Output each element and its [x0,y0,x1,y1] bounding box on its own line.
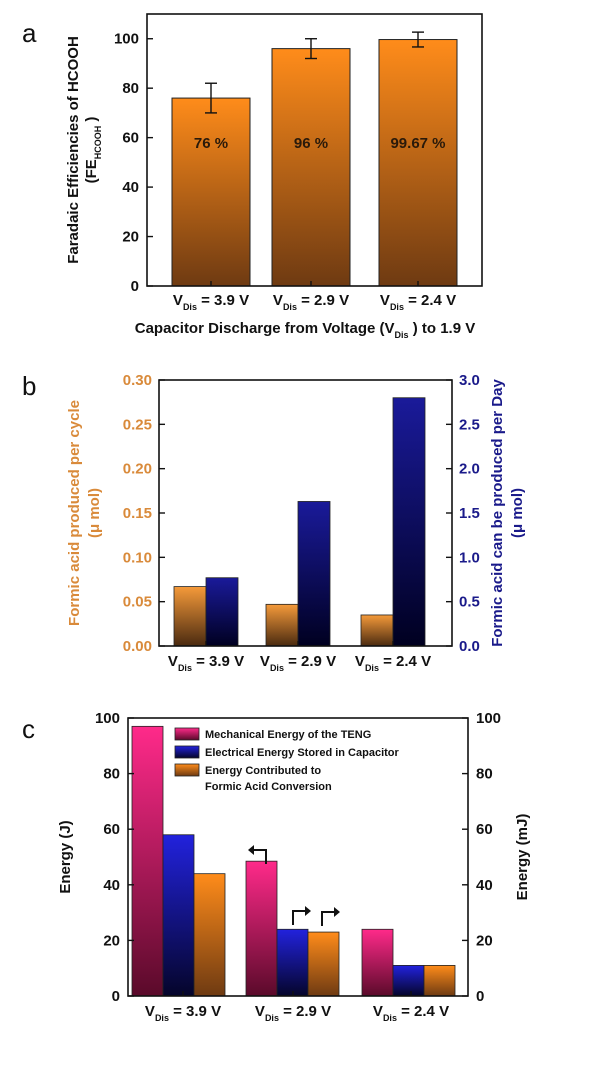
x-tick-label: VDis = 2.4 V [380,292,456,312]
y-tick-label-left: 0.05 [123,594,152,611]
legend-label: Electrical Energy Stored in Capacitor [205,747,400,759]
y-tick-label-left: 0.10 [123,549,152,566]
y-tick-label: 80 [122,80,139,97]
panel-label-b: b [22,371,36,401]
plot-frame [146,13,483,287]
y-tick-label-left: 80 [103,766,120,783]
x-tick-label: VDis = 2.4 V [355,653,431,673]
y-tick-label-left: 0.00 [123,638,152,655]
y-tick-label-right: 1.5 [459,505,480,522]
y-axis-subtitle-left: (μ mol) [86,488,103,538]
legend-label: Formic Acid Conversion [205,781,332,793]
legend-label: Energy Contributed to [205,765,321,777]
y-tick-label-left: 0.20 [123,461,152,478]
y-tick-label-right: 40 [476,877,493,894]
bar-per-cycle [265,603,299,647]
y-axis-title-right: Energy (mJ) [514,814,531,901]
y-axis-title-left: Formic acid produced per cycle [66,400,83,626]
arrow-head [248,845,254,855]
y-tick-label-right: 100 [476,710,501,727]
chart-panel-b: 0.00 0.05 0.10 0.15 0.20 0.25 0.30 0.0 0.5 1.0 1.5… [66,372,526,673]
x-tick-label: VDis = 3.9 V [145,1003,221,1023]
y-tick-label-left: 0 [112,988,120,1005]
x-tick-label: VDis = 3.9 V [168,653,244,673]
bar [171,97,251,287]
right-axis-arrow-icon [292,910,305,925]
bar-series-1 [131,725,164,997]
bar-per-cycle [173,586,207,647]
data-label: 99.67 % [390,135,445,152]
x-axis-title: Capacitor Discharge from Voltage (VDis )… [135,320,476,340]
bar-per-day [205,577,239,647]
data-label: 96 % [294,135,328,152]
chart-panel-a: 76 % VDis = 3.9 V 96 % VDis = 2.9 V 99.67 % V… [65,13,483,340]
chart-panel-c: 0 0 20 20 40 40 60 60 80 80 100 100 VDis = 3.9 V VDis… [57,710,531,1023]
y-tick-label-left: 0.15 [123,505,152,522]
y-axis-subtitle: (FEHCOOH ) [83,117,103,184]
y-tick-label-right: 0.5 [459,594,480,611]
y-tick-label-right: 60 [476,821,493,838]
left-axis-arrow-icon [254,849,267,864]
y-axis-title-left: Energy (J) [57,820,74,893]
y-axis-title: Faradaic Efficiencies of HCOOH [65,36,82,264]
y-axis-subtitle-right: (μ mol) [509,488,526,538]
legend-swatch [174,727,200,741]
y-tick-label-left: 100 [95,710,120,727]
bar-per-cycle [360,614,394,647]
bar-series-3 [193,873,226,997]
y-tick-label: 0 [131,278,139,295]
legend-swatch [174,745,200,759]
y-axis-title-right: Formic acid can be produced per Day [489,379,506,647]
x-tick-label: VDis = 3.9 V [173,292,249,312]
plot-frame [127,717,469,997]
y-tick-label-right: 2.0 [459,461,480,478]
y-tick-label-left: 60 [103,821,120,838]
bar-per-day [297,501,331,647]
panel-label-a: a [22,18,37,48]
y-tick-label-right: 20 [476,932,493,949]
y-tick-label-right: 0.0 [459,638,480,655]
y-tick-label-left: 20 [103,932,120,949]
data-label: 76 % [194,135,228,152]
right-axis-arrow-icon [321,911,334,926]
bar-series-2 [276,928,309,997]
bar-series-2 [162,834,195,997]
x-tick-label: VDis = 2.4 V [373,1003,449,1023]
y-tick-label-right: 2.5 [459,416,480,433]
y-tick-label-right: 1.0 [459,549,480,566]
y-tick-label: 100 [114,31,139,48]
arrow-head [334,907,340,917]
y-tick-label: 20 [122,229,139,246]
y-tick-label-right: 0 [476,988,484,1005]
bar-series-2 [392,965,425,997]
y-tick-label: 40 [122,179,139,196]
bar-series-1 [245,860,278,997]
bar-series-1 [361,928,394,997]
bar-series-3 [423,965,456,997]
panel-label-c: c [22,714,35,744]
bar-per-day [392,397,426,647]
y-tick-label-right: 80 [476,766,493,783]
x-tick-label: VDis = 2.9 V [260,653,336,673]
y-tick-label-left: 0.25 [123,416,152,433]
bar [378,39,458,287]
legend-label: Mechanical Energy of the TENG [205,729,371,741]
x-tick-label: VDis = 2.9 V [273,292,349,312]
legend-swatch [174,763,200,777]
x-tick-label: VDis = 2.9 V [255,1003,331,1023]
y-tick-label-left: 0.30 [123,372,152,389]
y-tick-label-left: 40 [103,877,120,894]
arrow-head [305,906,311,916]
bar [271,48,351,287]
y-tick-label-right: 3.0 [459,372,480,389]
bar-series-3 [307,931,340,997]
y-tick-label: 60 [122,130,139,147]
